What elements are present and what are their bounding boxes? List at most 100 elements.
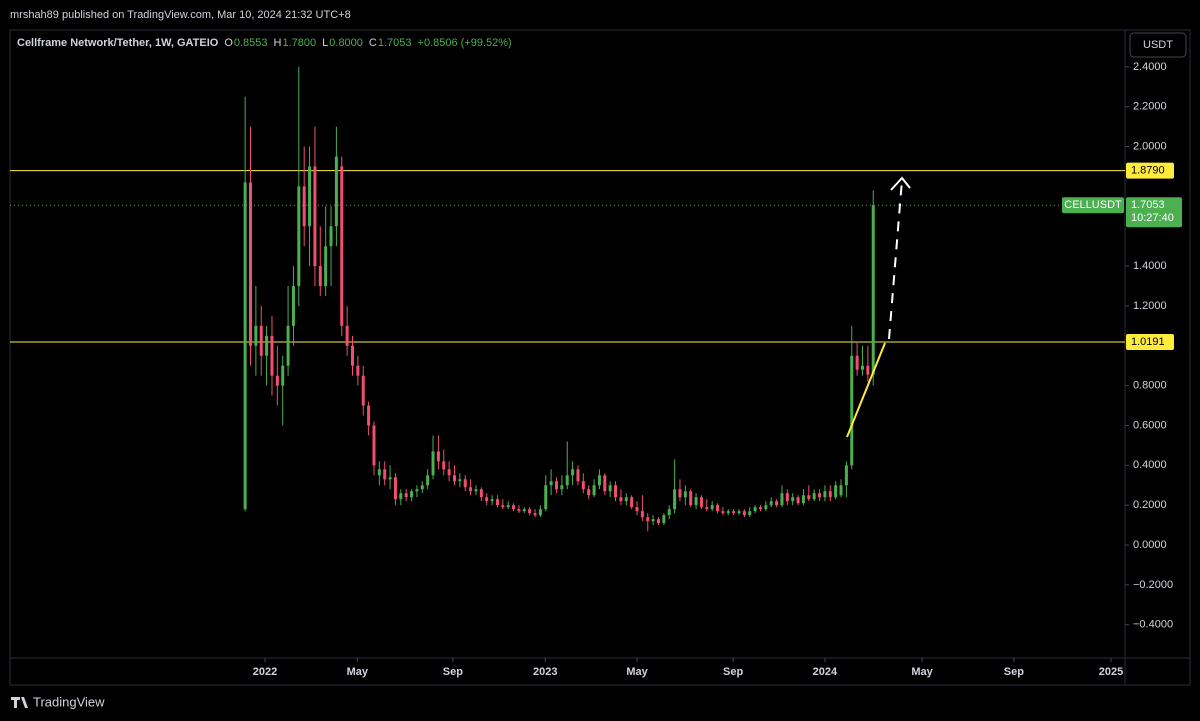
ohlc-label: C xyxy=(369,37,377,49)
candle-body xyxy=(345,325,349,346)
x-tick-label: Sep xyxy=(443,666,463,678)
candle-body xyxy=(554,481,558,490)
candle-body xyxy=(334,156,338,227)
candle-body xyxy=(716,505,720,512)
candle-body xyxy=(286,325,290,366)
candle-body xyxy=(823,491,827,498)
candle-body xyxy=(678,489,682,498)
candle-body xyxy=(442,461,446,470)
candle-body xyxy=(544,485,548,510)
candle-body xyxy=(726,511,730,514)
y-tick-label: 1.2000 xyxy=(1133,300,1167,312)
candle-body xyxy=(571,469,575,476)
candle-body xyxy=(775,501,779,506)
level-label-bg xyxy=(1126,333,1174,350)
x-tick-label: Sep xyxy=(1004,666,1024,678)
candle-body xyxy=(281,365,285,386)
candle-body xyxy=(640,511,644,518)
candle-body xyxy=(683,491,687,498)
candle-body xyxy=(753,507,757,512)
symbol: Cellframe Network/Tether, 1W, GATEIO xyxy=(17,37,219,49)
chart-frame xyxy=(9,29,1191,686)
candle-body xyxy=(608,485,612,492)
candle-body xyxy=(710,505,714,510)
candle-body xyxy=(308,166,312,227)
candle-body xyxy=(624,497,628,502)
candle-body xyxy=(834,485,838,498)
tv-logo xyxy=(11,697,28,708)
candle-body xyxy=(796,497,800,504)
candle-body xyxy=(420,485,424,490)
candle-body xyxy=(860,365,864,370)
candle-body xyxy=(377,469,381,476)
candle-body xyxy=(673,489,677,510)
candle-body xyxy=(458,479,462,482)
last-price-label: 1.7053 xyxy=(1131,199,1165,211)
candle-body xyxy=(812,493,816,500)
candle-body xyxy=(769,501,773,506)
candle-body xyxy=(426,475,430,486)
projection-arrow xyxy=(888,179,903,340)
candle-body xyxy=(291,286,295,326)
candle-body xyxy=(501,505,505,508)
candle-body xyxy=(528,509,532,514)
candle-body xyxy=(479,489,483,498)
currency-button[interactable] xyxy=(1129,32,1187,58)
candle-body xyxy=(828,491,832,498)
candle-body xyxy=(383,469,387,480)
y-tick-label: −0.4000 xyxy=(1133,619,1173,631)
candle-body xyxy=(533,513,537,516)
candle-body xyxy=(243,182,247,510)
candle-body xyxy=(399,493,403,500)
candle-body xyxy=(474,489,478,492)
candle-body xyxy=(635,507,639,512)
candle-body xyxy=(721,511,725,514)
candle-body xyxy=(469,487,473,492)
brand: TradingView xyxy=(33,694,105,709)
candle-body xyxy=(587,489,591,496)
ohlc-value: 1.7053 xyxy=(378,37,412,49)
x-tick-label: 2024 xyxy=(813,666,838,678)
candle-body xyxy=(694,497,698,506)
level-label-bg xyxy=(1126,162,1174,179)
candle-body xyxy=(463,479,467,488)
published-by: mrshah89 published on TradingView.com, M… xyxy=(10,9,351,21)
symbol-tag-bg xyxy=(1062,197,1124,214)
level-label: 1.8790 xyxy=(1131,165,1165,177)
candle-body xyxy=(614,485,618,498)
x-tick-label: May xyxy=(626,666,648,678)
candle-body xyxy=(506,505,510,508)
projection-arrow-head xyxy=(890,176,911,191)
candle-body xyxy=(436,451,440,462)
candle-body xyxy=(597,475,601,486)
candle-body xyxy=(576,469,580,482)
candle-body xyxy=(855,355,859,370)
y-tick-label: 1.4000 xyxy=(1133,260,1167,272)
candle-body xyxy=(452,475,456,482)
ohlc-value: 0.8000 xyxy=(329,37,363,49)
candle-body xyxy=(522,509,526,512)
candle-body xyxy=(490,499,494,502)
candle-body xyxy=(313,166,317,267)
y-tick-label: 2.2000 xyxy=(1133,101,1167,113)
candle-body xyxy=(801,495,805,504)
candle-body xyxy=(495,499,499,506)
candle-body xyxy=(844,465,848,486)
candle-body xyxy=(388,477,392,480)
x-tick-label: 2025 xyxy=(1099,666,1123,678)
ohlc-label: L xyxy=(322,37,328,49)
y-tick-label: 0.0000 xyxy=(1133,539,1167,551)
candle-body xyxy=(581,481,585,490)
y-tick-label: −0.2000 xyxy=(1133,579,1173,591)
candle-body xyxy=(404,493,408,498)
candle-body xyxy=(297,186,301,287)
y-tick-label: 2.4000 xyxy=(1133,61,1167,73)
currency: USDT xyxy=(1143,39,1173,51)
candle-body xyxy=(372,425,376,466)
candle-body xyxy=(780,493,784,506)
candle-body xyxy=(651,519,655,522)
candle-body xyxy=(549,481,553,486)
last-price-bg xyxy=(1126,197,1182,228)
candle-body xyxy=(839,485,843,496)
y-tick-label: 0.8000 xyxy=(1133,380,1167,392)
